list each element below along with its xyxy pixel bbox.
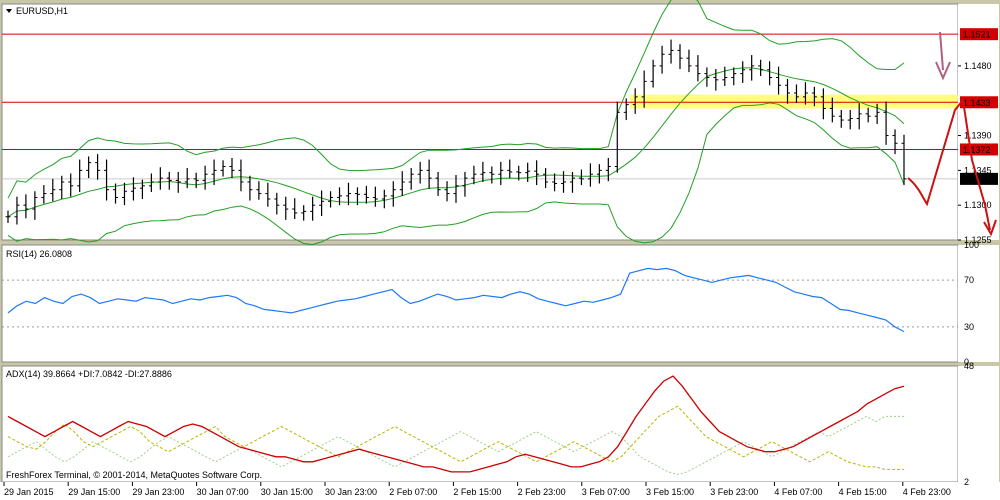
x-axis-label: 29 Jan 23:00 [132,487,184,497]
x-axis-label: 2 Feb 23:00 [518,487,566,497]
x-axis-label: 30 Jan 07:00 [197,487,249,497]
panel-adx [1,365,959,483]
forecast-arrow-shaft [984,204,991,231]
rsi-panel-title: RSI(14) 26.0808 [6,249,72,259]
down-arrow-shaft [939,31,944,71]
price-tick-label: 1.1255 [964,235,992,245]
level-tag-label-2: 1.1433 [963,98,991,108]
price-tick-label: 1.1480 [964,61,992,71]
adx-main-line [7,375,905,473]
x-axis-label: 3 Feb 07:00 [582,487,630,497]
rsi-tick-label: 70 [964,275,974,285]
adx-minus-di-line [7,415,904,475]
forecast-path [907,97,986,207]
x-axis-label: 29 Jan 15:00 [68,487,120,497]
x-axis-label: 2 Feb 07:00 [389,487,437,497]
adx-plus-di-line [7,405,904,470]
bollinger-upper [7,0,905,199]
level-tag-1 [960,28,998,41]
x-axis-area [0,482,1000,500]
axis-area-adx [958,366,999,482]
adx-tick-label: 2 [964,477,969,487]
level-tag-label-1: 1.1521 [963,30,991,40]
price-tick-label: 1.1300 [964,200,992,210]
x-axis-label: 29 Jan 2015 [4,487,54,497]
x-axis-label: 4 Feb 15:00 [839,487,887,497]
down-arrowhead [935,61,951,81]
rsi-line [7,267,905,333]
axis-area-rsi [958,245,999,362]
x-axis-label: 3 Feb 23:00 [710,487,758,497]
bollinger-lower [7,102,905,246]
price-panel-title: EURUSD,H1 [16,6,68,16]
menu-triangle-icon [6,9,12,13]
footer-copyright: FreshForex Terminal, © 2001-2014, MetaQu… [6,470,262,480]
price-tick-label: 1.1390 [964,131,992,141]
panel-price [1,3,959,241]
rsi-tick-label: 100 [964,240,979,250]
panel-rsi [1,244,959,363]
adx-tick-label: 48 [964,361,974,371]
rsi-tick-label: 30 [964,322,974,332]
rsi-tick-label: 0 [964,357,969,367]
x-axis-label: 4 Feb 23:00 [903,487,951,497]
x-axis-label: 3 Feb 15:00 [646,487,694,497]
x-axis-label: 2 Feb 15:00 [453,487,501,497]
axis-area-price [958,4,999,240]
level-tag-2 [960,96,998,109]
resistance-zone [630,94,958,109]
x-axis-label: 30 Jan 15:00 [261,487,313,497]
adx-panel-title: ADX(14) 39.8664 +DI:7.0842 -DI:27.8886 [6,369,172,379]
price-tick-label: 1.1345 [964,165,992,175]
current-price-tag [960,172,998,185]
x-axis-label: 4 Feb 07:00 [774,487,822,497]
forecast-arrowhead [983,219,997,237]
x-axis-label: 30 Jan 23:00 [325,487,377,497]
level-tag-label-3: 1.1372 [963,145,991,155]
